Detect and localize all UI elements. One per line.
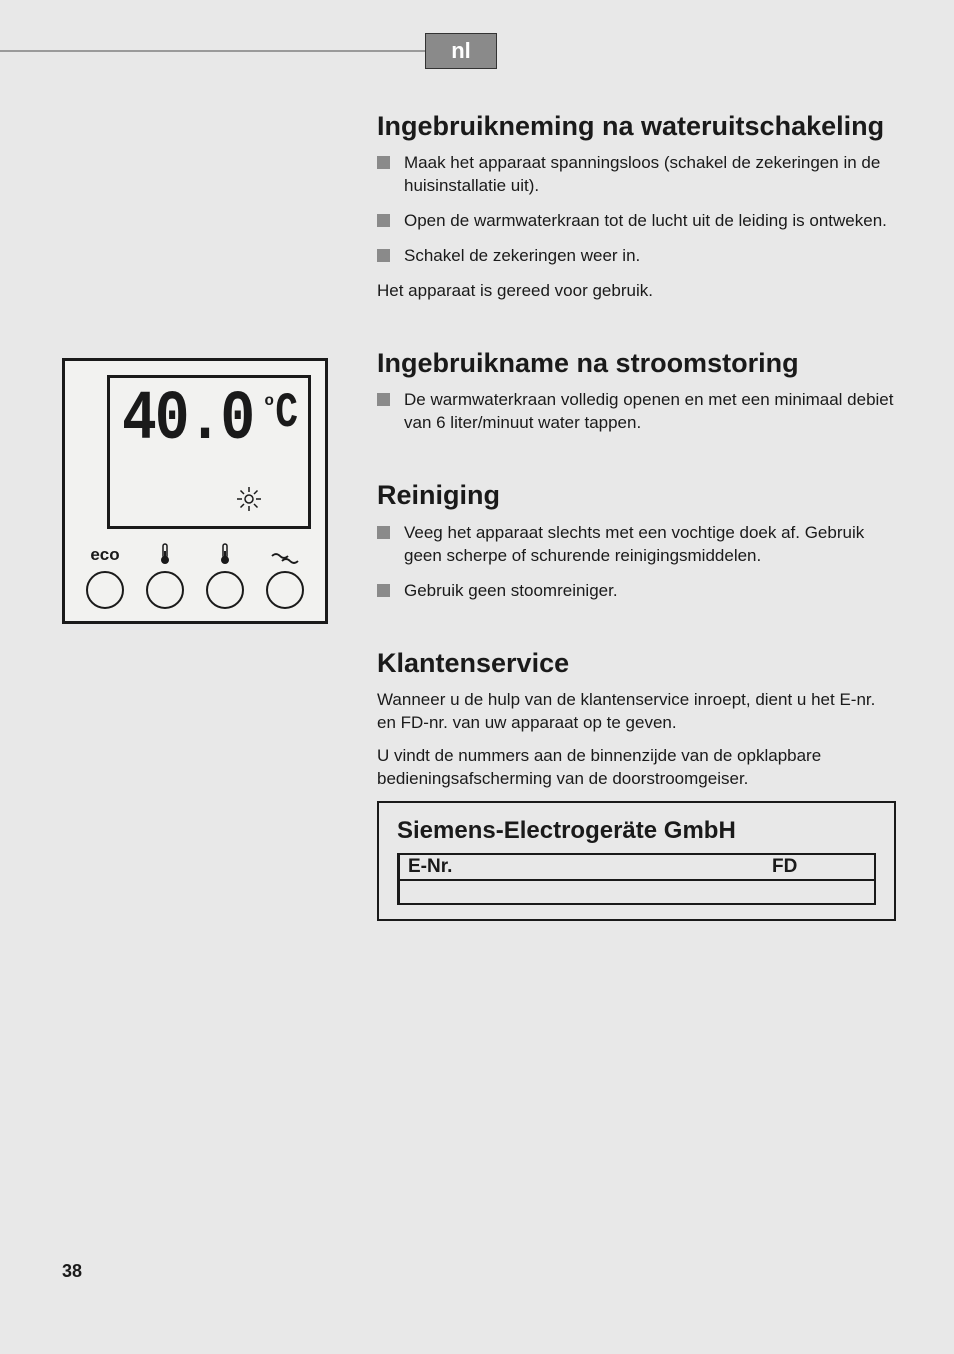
bullet-text: De warmwaterkraan volledig openen en met… — [404, 389, 896, 435]
heading-s4: Klantenservice — [377, 647, 896, 679]
heading-s2: Ingebruikname na stroomstoring — [377, 347, 896, 379]
bullet-item: Schakel de zekeringen weer in. — [377, 245, 896, 268]
flow-button — [266, 571, 304, 609]
thermometer-icon — [158, 543, 172, 565]
bullet-text: Gebruik geen stoomreiniger. — [404, 580, 896, 603]
language-badge: nl — [425, 33, 497, 69]
celsius-symbol: C — [275, 386, 298, 442]
bullet-item: Maak het apparaat spanningsloos (schakel… — [377, 152, 896, 198]
bullet-item: Gebruik geen stoomreiniger. — [377, 580, 896, 603]
temp1-button-group — [146, 543, 184, 609]
enr-label: E-Nr. — [400, 855, 764, 879]
bullet-item: De warmwaterkraan volledig openen en met… — [377, 389, 896, 435]
device-display: 40.0 o C — [107, 375, 311, 529]
eco-label: eco — [90, 545, 119, 565]
temperature-value: 40.0 — [122, 382, 253, 460]
section-water-shutoff: Ingebruikneming na wateruitschakeling Ma… — [377, 110, 896, 303]
bullet-item: Veeg het apparaat slechts met een vochti… — [377, 522, 896, 568]
temp2-button-group — [206, 543, 244, 609]
eco-button-group: eco — [86, 545, 124, 609]
wave-icon — [271, 551, 299, 565]
page-number: 38 — [62, 1261, 82, 1282]
paragraph: Het apparaat is gereed voor gebruik. — [377, 280, 896, 303]
flow-button-group — [266, 551, 304, 609]
header-rule — [0, 50, 425, 52]
section-power-failure: Ingebruikname na stroomstoring De warmwa… — [377, 347, 896, 435]
bullet-marker-icon — [377, 156, 390, 169]
bullet-marker-icon — [377, 249, 390, 262]
bullet-marker-icon — [377, 584, 390, 597]
specimen-title: Siemens-Electrogeräte GmbH — [397, 817, 876, 845]
degree-symbol: o — [264, 392, 274, 410]
heading-s1: Ingebruikneming na wateruitschakeling — [377, 110, 896, 142]
bullet-marker-icon — [377, 214, 390, 227]
paragraph: Wanneer u de hulp van de klantenservice … — [377, 689, 896, 735]
fd-label: FD — [764, 855, 874, 879]
section-cleaning: Reiniging Veeg het apparaat slechts met … — [377, 479, 896, 602]
bullet-item: Open de warmwaterkraan tot de lucht uit … — [377, 210, 896, 233]
eco-button — [86, 571, 124, 609]
bullet-text: Schakel de zekeringen weer in. — [404, 245, 896, 268]
thermometer-icon — [218, 543, 232, 565]
specimen-fields: E-Nr. FD — [397, 853, 876, 905]
bullet-marker-icon — [377, 526, 390, 539]
section-service: Klantenservice Wanneer u de hulp van de … — [377, 647, 896, 921]
bullet-text: Open de warmwaterkraan tot de lucht uit … — [404, 210, 896, 233]
temp1-button — [146, 571, 184, 609]
device-buttons-row: eco — [65, 543, 325, 609]
sun-icon — [236, 486, 262, 512]
heading-s3: Reiniging — [377, 479, 896, 511]
bullet-text: Veeg het apparaat slechts met een vochti… — [404, 522, 896, 568]
temp2-button — [206, 571, 244, 609]
specimen-plate-box: Siemens-Electrogeräte GmbH E-Nr. FD — [377, 801, 896, 921]
bullet-marker-icon — [377, 393, 390, 406]
paragraph: U vindt de nummers aan de binnenzijde va… — [377, 745, 896, 791]
bullet-text: Maak het apparaat spanningsloos (schakel… — [404, 152, 896, 198]
device-panel-illustration: 40.0 o C eco — [62, 358, 328, 624]
